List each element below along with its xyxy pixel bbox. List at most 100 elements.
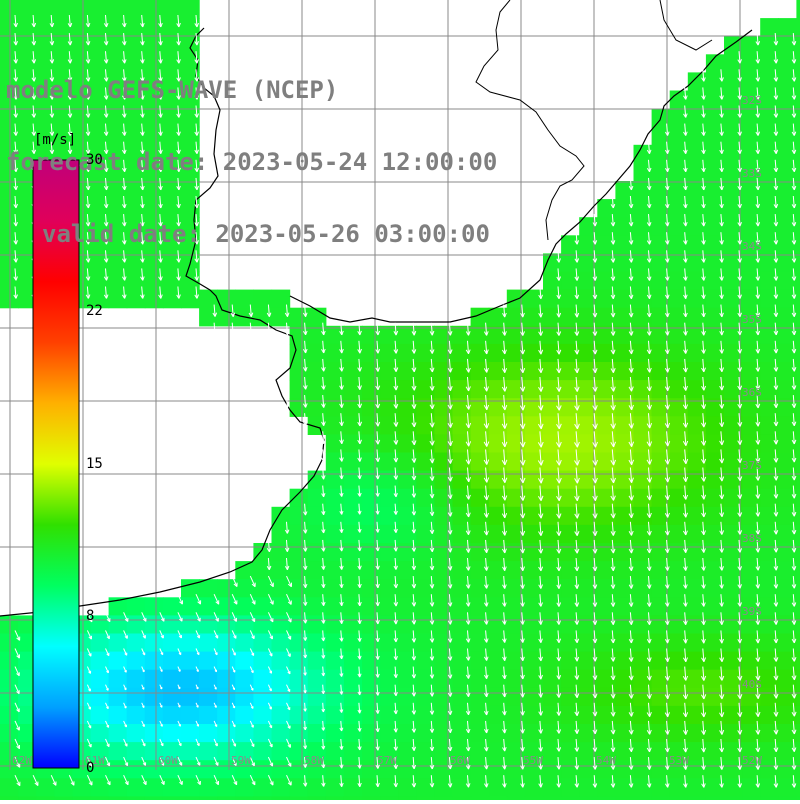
wind-cell	[796, 652, 800, 671]
wind-cell	[344, 796, 363, 800]
wind-cell	[434, 796, 453, 800]
wind-cell	[796, 688, 800, 707]
wind-cell	[54, 796, 73, 800]
wind-cell	[199, 796, 218, 800]
wind-cell	[235, 778, 254, 797]
lat-label: 35S	[742, 313, 762, 326]
wind-cell	[742, 796, 761, 800]
title-line-valid-date: valid date: 2023-05-26 03:00:00	[6, 222, 497, 246]
wind-cell	[308, 796, 327, 800]
wind-cell	[796, 217, 800, 236]
colorbar-tick-22: 22	[86, 303, 103, 319]
wind-cell	[54, 778, 73, 797]
lon-label: 58W	[304, 754, 324, 767]
map-title: modelo GEFS-WAVE (NCEP) forecast date: 2…	[6, 30, 497, 294]
wind-cell	[579, 796, 598, 800]
wind-cell	[760, 796, 779, 800]
lon-label: 62W	[12, 754, 32, 767]
wind-cell	[199, 778, 218, 797]
wind-cell	[453, 796, 472, 800]
lat-label: 39S	[742, 605, 762, 618]
wind-cell	[18, 796, 37, 800]
wind-cell	[796, 145, 800, 164]
wind-cell	[18, 778, 37, 797]
wind-cell	[181, 778, 200, 797]
wind-cell	[109, 0, 128, 19]
lon-label: 52W	[742, 754, 762, 767]
wind-cell	[615, 796, 634, 800]
wind-cell	[163, 778, 182, 797]
wind-cell	[543, 796, 562, 800]
wind-cell	[109, 778, 128, 797]
wind-cell	[796, 0, 800, 19]
wind-cell	[290, 796, 309, 800]
wind-cell	[163, 796, 182, 800]
wind-cell	[796, 72, 800, 91]
wind-cell	[796, 434, 800, 453]
wind-cell	[91, 796, 110, 800]
wind-cell	[796, 326, 800, 345]
colorbar-tick-8: 8	[86, 608, 94, 624]
wind-cell	[796, 109, 800, 128]
wind-cell	[796, 453, 800, 472]
wind-cell	[796, 54, 800, 73]
wind-cell	[796, 416, 800, 435]
wind-cell	[163, 0, 182, 19]
wind-cell	[272, 778, 291, 797]
wind-cell	[796, 525, 800, 544]
lon-label: 54W	[596, 754, 616, 767]
wind-cell	[796, 181, 800, 200]
lon-label: 53W	[669, 754, 689, 767]
lon-label: 56W	[450, 754, 470, 767]
wind-cell	[796, 724, 800, 743]
wind-cell	[796, 308, 800, 327]
wind-cell	[398, 796, 417, 800]
wind-cell	[471, 796, 490, 800]
wind-cell	[796, 742, 800, 761]
wind-cell	[290, 489, 309, 508]
wind-cell	[561, 796, 580, 800]
wind-cell	[0, 778, 19, 797]
wind-cell	[796, 706, 800, 725]
wind-cell	[145, 796, 164, 800]
wind-cell	[145, 778, 164, 797]
lat-label: 33S	[742, 167, 762, 180]
wind-cell	[0, 0, 19, 19]
lat-label: 37S	[742, 459, 762, 472]
wind-cell	[796, 760, 800, 779]
colorbar-tick-15: 15	[86, 456, 103, 472]
wind-cell	[796, 362, 800, 381]
wind-cell	[670, 796, 689, 800]
wind-cell	[272, 796, 291, 800]
wind-cell	[796, 380, 800, 399]
wind-cell	[796, 344, 800, 363]
wind-cell	[796, 235, 800, 254]
wind-cell	[652, 796, 671, 800]
wind-cell	[760, 18, 779, 37]
wind-cell	[326, 796, 345, 800]
title-line-forecast-date: forecast date: 2023-05-24 12:00:00	[6, 150, 497, 174]
wind-cell	[706, 796, 725, 800]
wind-cell	[796, 507, 800, 526]
wind-cell	[597, 796, 616, 800]
wind-cell	[36, 796, 55, 800]
wind-cell	[688, 796, 707, 800]
lat-label: 40S	[742, 678, 762, 691]
wind-cell	[253, 796, 272, 800]
wind-cell	[796, 561, 800, 580]
wind-cell	[796, 543, 800, 562]
wind-cell	[181, 0, 200, 19]
wind-cell	[380, 796, 399, 800]
wind-cell	[72, 796, 91, 800]
wind-cell	[778, 18, 797, 37]
lon-label: 55W	[523, 754, 543, 767]
wind-cell	[181, 796, 200, 800]
wind-cell	[127, 0, 146, 19]
lat-label: 34S	[742, 240, 762, 253]
wind-cell	[634, 796, 653, 800]
wind-cell	[796, 290, 800, 309]
wind-cell	[36, 0, 55, 19]
wind-cell	[796, 91, 800, 110]
wind-cell	[127, 796, 146, 800]
wind-cell	[109, 796, 128, 800]
